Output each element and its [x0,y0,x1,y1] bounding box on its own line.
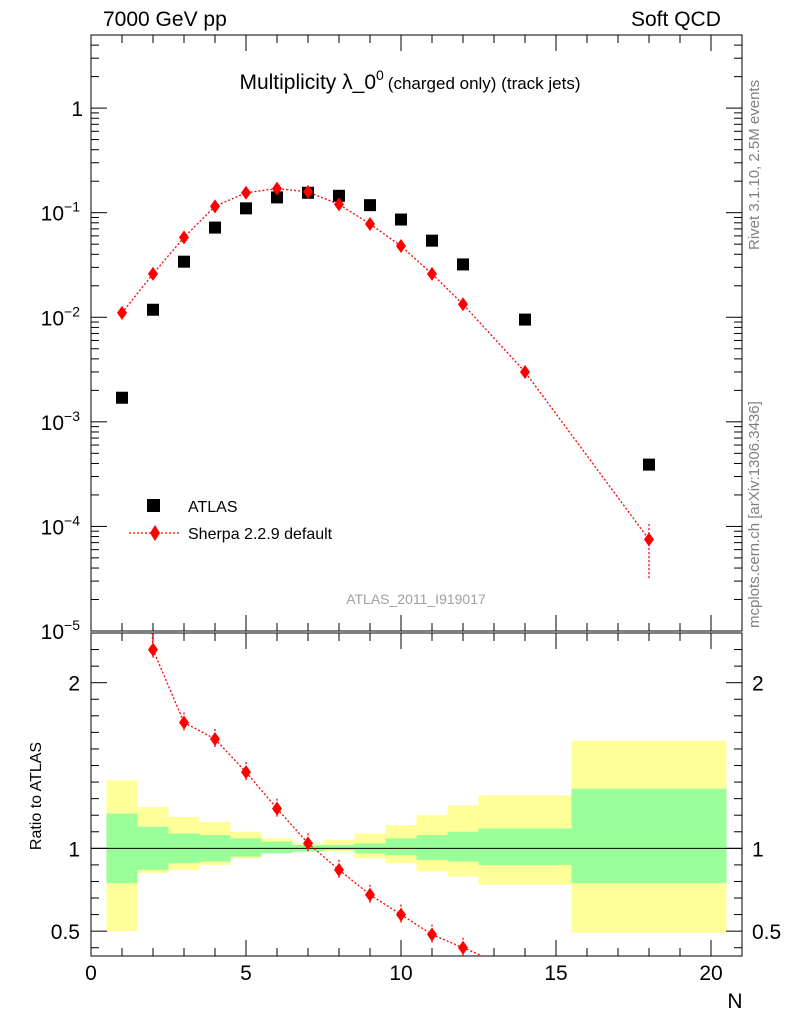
sherpa-data-point [148,266,158,281]
ratio-data-marks [148,639,468,958]
stat-uncertainty-band [385,838,417,855]
sherpa-ratio-point [458,940,468,955]
analysis-id-label: ATLAS_2011_I919017 [346,591,486,607]
header-category-label: Soft QCD [631,8,721,31]
atlas-data-point [333,189,345,202]
sherpa-ratio-point [179,715,189,730]
x-tick-label: 5 [240,962,252,985]
sherpa-data-point [427,266,437,281]
ratio-uncertainty-bands [106,740,727,933]
stat-uncertainty-band [478,828,572,865]
sherpa-data-point [458,297,468,312]
x-tick-label: 0 [85,962,97,985]
sherpa-data-point [117,305,127,320]
sherpa-ratio-point [396,907,406,922]
sherpa-data-point [303,184,313,199]
stat-uncertainty-band [447,831,479,862]
atlas-data-point [364,199,376,212]
sherpa-ratio-point [148,642,158,657]
x-axis-label: N [727,990,742,1013]
sherpa-data-point [334,197,344,212]
legend-sherpa-marker [150,525,160,541]
ratio-y-tick-label-right: 2 [752,673,764,696]
header-energy-label: 7000 GeV pp [103,8,227,31]
stat-uncertainty-band [230,838,262,857]
sherpa-dotted-line [121,187,650,540]
sherpa-data-point [520,364,530,379]
atlas-data-point [519,313,531,326]
x-tick-label: 20 [699,962,722,985]
ratio-panel-frame [90,632,743,957]
x-tick-label: 10 [389,962,412,985]
atlas-data-point [457,258,469,271]
ratio-frame-border [90,632,743,957]
stat-uncertainty-band [416,835,448,860]
atlas-data-point [147,303,159,316]
legend-atlas-label: ATLAS [188,499,238,516]
sherpa-ratio-point [272,801,282,816]
sherpa-ratio-point [427,927,437,942]
legend-sherpa-label: Sherpa 2.2.9 default [188,526,333,543]
sherpa-data-point [644,532,654,547]
sherpa-data-point [210,199,220,214]
x-tick-label: 15 [544,962,567,985]
sherpa-data-point [365,216,375,231]
axis-labels: 0 5 10 15 20 1 10−1 10−2 10−3 10−4 10−5 0.5 0.5 1 1 2 2 [41,98,782,985]
atlas-data-point [395,213,407,226]
atlas-data-point [178,255,190,268]
sherpa-ratio-curve [151,632,483,957]
sherpa-ratio-point [334,862,344,877]
atlas-data-point [209,221,221,234]
ratio-y-tick-label-right: 1 [752,838,764,861]
sherpa-ratio-point [241,765,251,780]
atlas-data-point [426,234,438,247]
atlas-data-point [643,458,655,471]
main-panel-frame [90,34,743,632]
atlas-data-point [271,191,283,204]
sherpa-data-point [179,230,189,245]
main-y-tick-label: 10−3 [41,408,81,435]
stat-uncertainty-band [323,845,355,850]
ratio-y-tick-label-right: 0.5 [752,921,781,944]
main-y-tick-label: 10−1 [41,199,81,226]
sherpa-data-point [241,185,251,200]
main-y-tick-label: 10−5 [41,617,81,644]
legend: ATLAS Sherpa 2.2.9 default [129,499,333,543]
sherpa-ratio-point [365,887,375,902]
main-y-tick-label: 10−4 [41,512,81,539]
ratio-y-tick-label: 0.5 [51,921,80,944]
sherpa-ratio-point [210,732,220,747]
sherpa-main-curve [121,187,650,540]
ratio-y-axis-label: Ratio to ATLAS [28,742,45,850]
stat-uncertainty-band [571,788,727,884]
sherpa-ratio-line [151,632,483,957]
legend-atlas-marker [147,499,160,512]
sherpa-ratio-point [303,836,313,851]
main-y-tick-label: 10−2 [41,303,81,330]
chart-title: Multiplicity λ_00 (charged only) (track j… [239,67,580,94]
sherpa-data-point [396,239,406,254]
ratio-y-tick-label: 1 [68,838,80,861]
sherpa-data-point [272,181,282,196]
main-data-marks [116,181,655,579]
stat-uncertainty-band [261,841,293,854]
main-y-tick-label: 1 [71,98,83,121]
atlas-data-point [240,202,252,215]
ratio-y-tick-label: 2 [68,673,80,696]
atlas-data-point [116,391,128,404]
